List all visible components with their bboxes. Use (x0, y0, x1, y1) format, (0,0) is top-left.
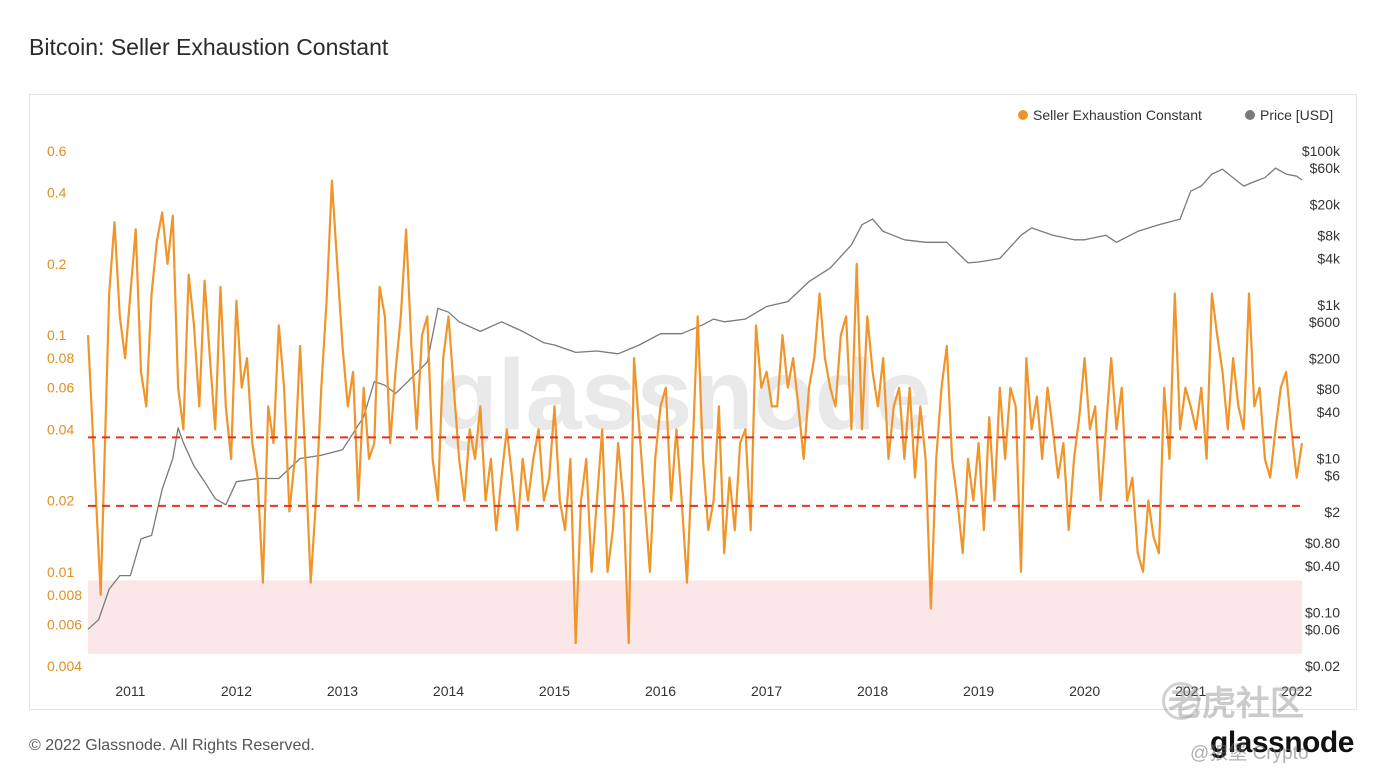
x-tick-label: 2015 (539, 683, 570, 699)
chart-svg: glassnode 0.60.40.20.10.080.060.040.020.… (47, 107, 1341, 699)
x-tick-label: 2018 (857, 683, 888, 699)
page-title: Bitcoin: Seller Exhaustion Constant (29, 34, 389, 60)
legend: Seller Exhaustion Constant Price [USD] (1018, 107, 1333, 123)
left-tick-label: 0.08 (47, 350, 74, 366)
x-tick-label: 2016 (645, 683, 676, 699)
right-tick-label: $20k (1310, 197, 1341, 213)
legend-dot-icon (1018, 110, 1028, 120)
x-tick-label: 2022 (1281, 683, 1312, 699)
watermark-cn-text: 老虎社区 (1168, 685, 1304, 723)
right-tick-label: $0.02 (1305, 658, 1340, 674)
right-tick-label: $0.10 (1305, 604, 1340, 620)
right-tick-label: $4k (1317, 250, 1341, 266)
left-tick-label: 0.1 (47, 327, 67, 343)
left-tick-label: 0.06 (47, 380, 74, 396)
series-line-seller-exhaustion (86, 179, 1304, 645)
danger-zone-layer (88, 580, 1302, 654)
x-tick-label: 2013 (327, 683, 358, 699)
right-tick-label: $10 (1317, 451, 1341, 467)
right-tick-label: $60k (1310, 160, 1341, 176)
footer-copyright: © 2022 Glassnode. All Rights Reserved. (29, 737, 315, 754)
left-tick-label: 0.02 (47, 493, 74, 509)
price-layer (87, 167, 1303, 630)
x-tick-label: 2017 (751, 683, 782, 699)
right-tick-label: $0.06 (1305, 621, 1340, 637)
right-tick-label: $600 (1309, 314, 1340, 330)
left-tick-label: 0.6 (47, 143, 67, 159)
legend-dot-icon (1245, 110, 1255, 120)
right-tick-label: $1k (1317, 297, 1341, 313)
left-tick-label: 0.04 (47, 421, 74, 437)
left-tick-label: 0.008 (47, 587, 82, 603)
right-tick-label: $8k (1317, 227, 1341, 243)
left-tick-label: 0.4 (47, 185, 67, 201)
x-tick-label: 2014 (433, 683, 464, 699)
watermark-handle: @狼堡 Crypto (1190, 743, 1309, 764)
right-axis: $100k$60k$20k$8k$4k$1k$600$200$80$40$10$… (1302, 143, 1341, 674)
legend-label: Seller Exhaustion Constant (1033, 107, 1202, 123)
right-tick-label: $40 (1317, 404, 1341, 420)
left-tick-label: 0.2 (47, 256, 67, 272)
series-line-price (87, 167, 1303, 630)
right-tick-label: $200 (1309, 350, 1340, 366)
capitulation-zone (88, 580, 1302, 654)
x-tick-label: 2020 (1069, 683, 1100, 699)
x-axis: 2011 2012 2013 2014 2015 2016 2017 2018 2019 2020… (115, 683, 1312, 699)
left-tick-label: 0.006 (47, 616, 82, 632)
left-axis: 0.6 0.4 0.2 0.1 0.08 0.06 0.04 0.02 0.01 0.008 0.0… (47, 143, 82, 674)
threshold-layer (88, 436, 1302, 507)
legend-item-price[interactable]: Price [USD] (1245, 107, 1333, 123)
x-tick-label: 2019 (963, 683, 994, 699)
left-tick-label: 0.01 (47, 564, 74, 580)
right-tick-label: $0.80 (1305, 535, 1340, 551)
x-tick-label: 2011 (115, 683, 145, 699)
legend-label: Price [USD] (1260, 107, 1333, 123)
right-tick-label: $0.40 (1305, 558, 1340, 574)
glassnode-logo: glassnode (1210, 726, 1354, 759)
right-tick-label: $2 (1324, 504, 1340, 520)
right-tick-label: $100k (1302, 143, 1341, 159)
watermark-circle-icon (1162, 682, 1200, 720)
x-tick-label: 2012 (221, 683, 252, 699)
left-tick-label: 0.004 (47, 658, 82, 674)
chart-card: glassnode 0.6 0.4 0.2 0.1 0.08 0.06 0.04 0.02 0.… (29, 94, 1357, 710)
legend-item-seller-exhaustion[interactable]: Seller Exhaustion Constant (1018, 107, 1202, 123)
chart-watermark: glassnode (437, 339, 932, 451)
right-tick-label: $6 (1324, 468, 1340, 484)
sec-layer (86, 179, 1304, 645)
right-tick-label: $80 (1317, 381, 1341, 397)
